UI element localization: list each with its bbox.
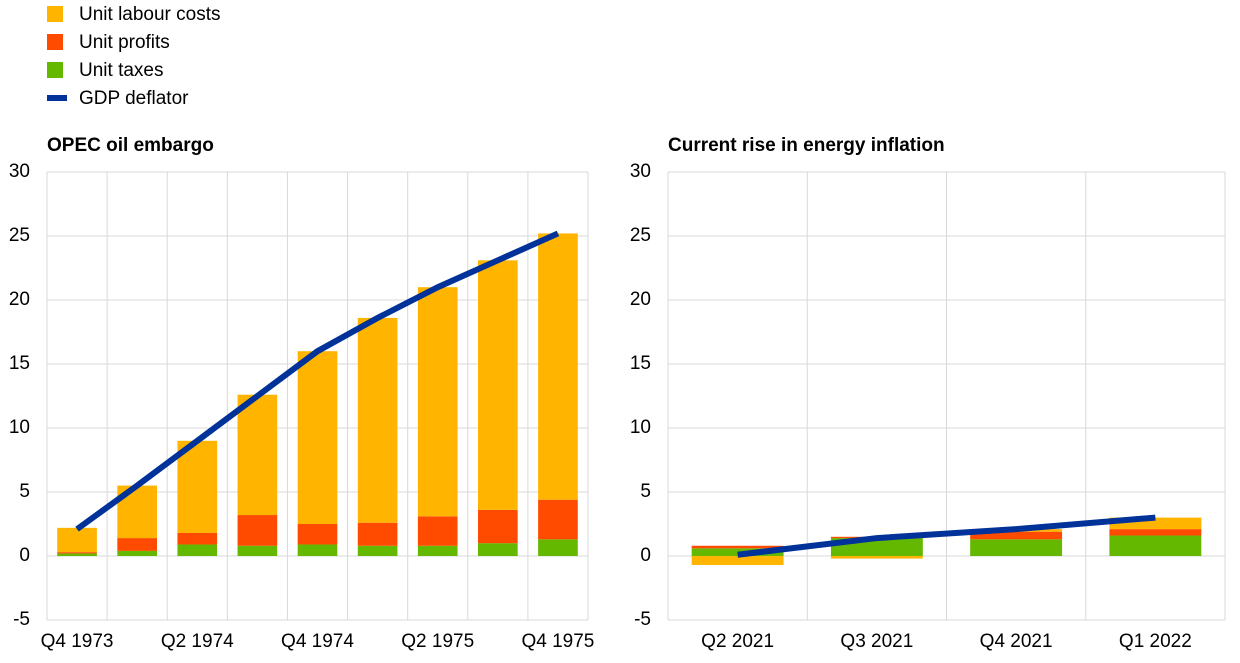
y-tick-label: 0 bbox=[640, 545, 651, 566]
x-tick-label: Q3 2021 bbox=[840, 631, 913, 652]
bar-segment bbox=[538, 539, 578, 556]
line-series bbox=[75, 230, 560, 532]
legend-swatch bbox=[47, 34, 63, 50]
bar-segment bbox=[117, 550, 158, 556]
bar-segment bbox=[970, 539, 1063, 556]
bar-segment bbox=[237, 394, 278, 516]
bar-segment bbox=[237, 545, 278, 556]
bar-segment bbox=[691, 556, 784, 565]
bar-segment bbox=[538, 499, 578, 540]
y-tick-label: 25 bbox=[9, 225, 30, 246]
line-series bbox=[737, 514, 1156, 558]
y-tick-label: 15 bbox=[9, 353, 30, 374]
x-tick-label: Q1 2022 bbox=[1119, 631, 1192, 652]
bar-segment bbox=[1109, 517, 1202, 530]
x-tick-label: Q4 1973 bbox=[41, 631, 114, 652]
y-tick-label: 5 bbox=[640, 481, 651, 502]
bar-segment bbox=[417, 516, 458, 546]
x-tick-label: Q2 2021 bbox=[701, 631, 774, 652]
legend: Unit labour costs Unit profits Unit taxe… bbox=[47, 4, 221, 109]
bar-segment bbox=[477, 543, 518, 556]
legend-swatch bbox=[47, 6, 63, 22]
bar-segment bbox=[417, 287, 458, 517]
bar-segment bbox=[357, 522, 398, 546]
bar-segment bbox=[237, 515, 278, 546]
bar-segment bbox=[357, 545, 398, 556]
bar-segment bbox=[1109, 535, 1202, 556]
bar-segment bbox=[1109, 529, 1202, 536]
chart-title: OPEC oil embargo bbox=[47, 135, 214, 156]
bar-segment bbox=[417, 545, 458, 556]
x-tick-label: Q4 2021 bbox=[980, 631, 1053, 652]
bar-segment bbox=[297, 524, 338, 545]
bar-segment bbox=[177, 532, 218, 545]
y-tick-label: 30 bbox=[630, 161, 651, 182]
legend-swatch bbox=[47, 62, 63, 78]
bar-segment bbox=[297, 544, 338, 556]
bar-segment bbox=[297, 351, 338, 524]
bar-segment bbox=[691, 545, 784, 549]
bar-segment bbox=[357, 317, 398, 523]
bar-segment bbox=[57, 553, 97, 556]
bar-segment bbox=[970, 531, 1063, 540]
bar-segment bbox=[57, 527, 97, 553]
bar-segment bbox=[117, 538, 158, 551]
bar-segment bbox=[177, 544, 218, 556]
y-tick-label: 15 bbox=[630, 353, 651, 374]
x-tick-label: Q2 1975 bbox=[401, 631, 474, 652]
bar-segment bbox=[830, 556, 923, 559]
y-tick-label: 5 bbox=[19, 481, 30, 502]
y-tick-label: 30 bbox=[9, 161, 30, 182]
y-tick-label: 25 bbox=[630, 225, 651, 246]
bar-segment bbox=[177, 440, 218, 533]
legend-label: Unit profits bbox=[79, 32, 170, 53]
legend-label: Unit labour costs bbox=[79, 4, 221, 25]
y-tick-label: 20 bbox=[9, 289, 30, 310]
chart: Current rise in energy inflation -5 0 5 10 15… bbox=[630, 135, 1226, 652]
chart-title: Current rise in energy inflation bbox=[668, 135, 945, 156]
chart: OPEC oil embargo -5 0 5 10 15 20 25 30 Q4 1973 Q2 … bbox=[9, 135, 595, 652]
bar-segment bbox=[477, 509, 518, 544]
legend-label: Unit taxes bbox=[79, 60, 163, 81]
y-tick-label: 20 bbox=[630, 289, 651, 310]
x-tick-label: Q4 1975 bbox=[521, 631, 594, 652]
bar-segment bbox=[57, 552, 97, 554]
y-tick-label: -5 bbox=[634, 609, 651, 630]
x-tick-label: Q2 1974 bbox=[161, 631, 234, 652]
y-tick-label: 10 bbox=[630, 417, 651, 438]
x-tick-label: Q4 1974 bbox=[281, 631, 354, 652]
bar-segment bbox=[477, 260, 518, 510]
y-tick-label: 0 bbox=[19, 545, 30, 566]
y-tick-label: 10 bbox=[9, 417, 30, 438]
bar-segment bbox=[538, 233, 578, 500]
y-tick-label: -5 bbox=[13, 609, 30, 630]
legend-label: GDP deflator bbox=[79, 88, 189, 109]
